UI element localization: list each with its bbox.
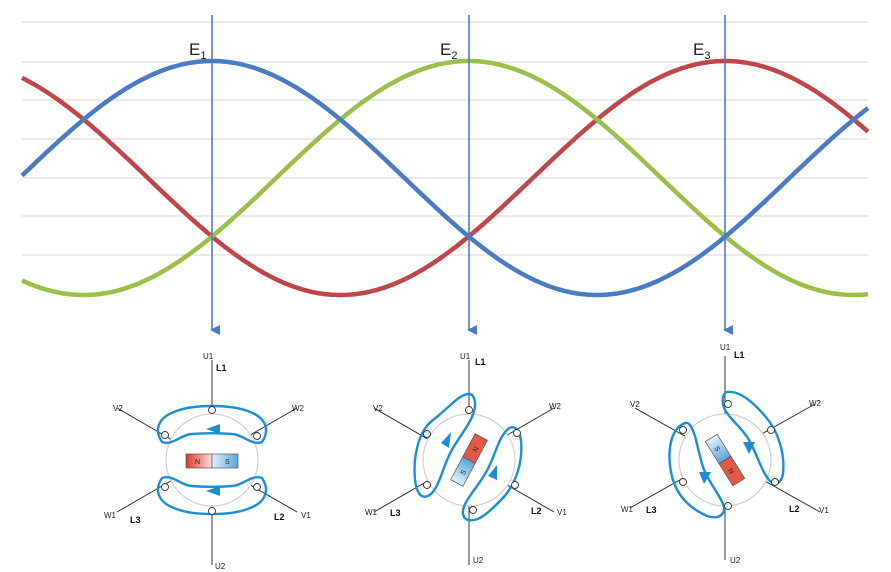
terminal-w2: W2 (549, 402, 562, 411)
waveform-curves (20, 58, 870, 298)
terminal-dots (423, 406, 521, 514)
magnet-north-label: N (195, 459, 200, 466)
terminal-v2: V2 (630, 400, 640, 409)
phase-l1: L1 (475, 357, 486, 367)
terminal-u1: U1 (203, 352, 214, 361)
terminal-v2: V2 (373, 404, 383, 413)
coil-left (413, 392, 477, 498)
terminal-u2: U2 (215, 562, 226, 571)
magnet-north-label: N (472, 446, 481, 454)
coil-left (668, 421, 726, 519)
coil-right (721, 390, 785, 485)
phase-l2: L2 (531, 506, 542, 516)
rotor-magnet: S N (450, 433, 488, 487)
terminal-v1: V1 (557, 508, 567, 517)
phase-l1: L1 (216, 363, 227, 373)
coil-upper (156, 404, 268, 444)
phase-l3: L3 (130, 515, 141, 525)
motor-diagram-e2: S N U1 L1 V2 W2 W1 L3 L2 V1 U2 (365, 352, 567, 565)
terminal-u2: U2 (473, 556, 484, 565)
phase-l2: L2 (789, 504, 800, 514)
terminal-u1: U1 (720, 343, 731, 352)
terminal-dots (161, 406, 261, 515)
magnet-south-label: S (460, 469, 469, 477)
coil-lower (156, 476, 268, 516)
marker-label-e1: E1 (189, 40, 206, 62)
magnet-south-label: S (712, 445, 721, 453)
terminal-w1: W1 (104, 511, 117, 520)
terminal-w1: W1 (621, 505, 634, 514)
marker-label-e2: E2 (440, 40, 457, 62)
terminal-v1: V1 (301, 511, 311, 520)
terminal-u1: U1 (460, 352, 471, 361)
magnet-north-label: N (726, 467, 735, 475)
coil-right (461, 426, 523, 522)
phase-l3: L3 (390, 508, 401, 518)
terminal-dots (679, 400, 779, 510)
terminal-u2: U2 (730, 556, 741, 565)
coil-arrow-left (441, 432, 451, 448)
coil-arrow-lower (206, 486, 220, 496)
phase-wave-red (20, 58, 870, 298)
motor-diagram-e3: S N U1 L1 V2 W2 W1 L3 L2 V1 U2 (621, 343, 829, 565)
time-markers: E1 E2 E3 (189, 15, 733, 335)
magnet-south-label: S (225, 459, 230, 466)
phase-l3: L3 (646, 505, 657, 515)
marker-label-e3: E3 (693, 40, 710, 62)
coil-arrow-right (488, 465, 497, 480)
terminal-w2: W2 (292, 404, 305, 413)
terminal-w2: W2 (809, 399, 822, 408)
coil-arrow-upper (206, 424, 220, 434)
phase-l2: L2 (274, 512, 285, 522)
coil-arrow-right (743, 442, 755, 454)
coil-arrow-left (699, 472, 711, 484)
terminal-v1: V1 (819, 506, 829, 515)
phase-l1: L1 (734, 350, 745, 360)
rotor-magnet: N S (185, 453, 239, 469)
motor-diagram-e1: N S U1 L1 V2 W2 W1 L3 L2 V1 U2 (104, 352, 311, 571)
terminal-w1: W1 (365, 508, 378, 517)
phase-wave-blue (20, 58, 870, 298)
rotor-magnet: S N (704, 433, 746, 487)
terminal-v2: V2 (113, 404, 123, 413)
